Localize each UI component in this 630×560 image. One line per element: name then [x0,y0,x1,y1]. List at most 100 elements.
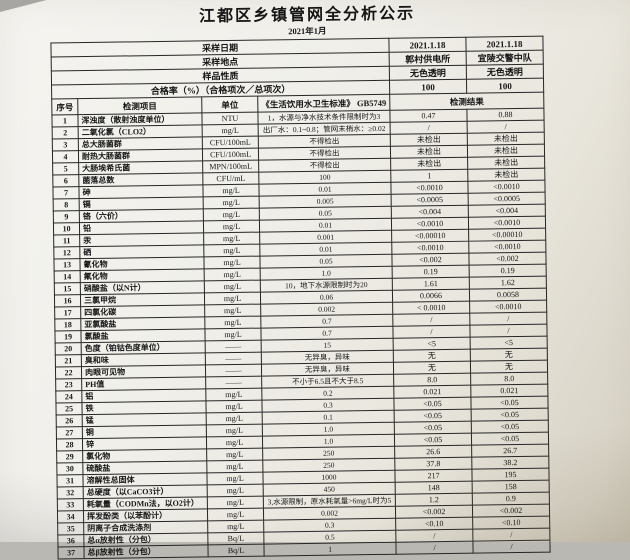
cell-result-1: <0.05 [394,421,472,435]
cell-index: 27 [56,426,83,439]
cell-result-1: 0.0066 [392,289,470,303]
cell-result-1: 无 [393,361,471,375]
cell-index: 25 [55,402,83,415]
cell-index: 7 [52,186,80,199]
cell-index: 28 [56,438,83,451]
cell-result-2: <0.05 [471,432,549,446]
cell-result-1: <5 [393,337,471,351]
cell-result-2: <0.05 [471,420,549,434]
cell-index: 24 [55,390,82,403]
cell-result-2: 0.19 [469,264,547,278]
cell-unit: mg/L [206,436,263,449]
cell-result-2: <0.05 [470,396,549,410]
cell-result-2: 195 [471,468,550,482]
cell-unit: CFU/100mL [202,148,259,161]
cell-result-2: 未检出 [467,156,545,170]
cell-unit: mg/L [202,124,259,137]
cell-result-2: / [472,528,550,542]
cell-result-1: <0.05 [393,397,472,411]
cell-unit: mg/L [206,424,263,437]
cell-standard-limit: 1 [263,542,397,557]
cell-result-1: 8.0 [393,373,471,387]
cell-unit: —— [205,340,262,353]
cell-index: 29 [56,450,83,463]
cell-index: 23 [55,378,82,391]
cell-result-2: / [467,120,545,134]
cell-result-2: <0.002 [472,504,550,518]
cell-index: 22 [55,366,82,379]
cell-result-1: 1 [390,169,468,183]
cell-index: 13 [53,258,81,271]
cell-result-1: 0.021 [393,385,471,399]
cell-result-2: 0.021 [470,384,548,398]
cell-result-1: <0.004 [391,205,469,219]
cell-index: 31 [56,474,84,487]
cell-result-1: 未检出 [390,157,468,171]
cell-result-1: <0.0010 [391,241,469,255]
cell-result-2: 无 [470,360,548,374]
cell-result-2: 未检出 [467,144,545,158]
cell-result-1: < 0.0010 [392,301,470,315]
cell-unit: mg/L [203,208,260,221]
cell-unit: —— [205,364,262,377]
cell-unit: mg/L [206,460,263,473]
cell-unit: Bq/L [207,532,264,545]
cell-unit: CFU/mL [202,172,259,185]
col-header-standard: 《生活饮用水卫生标准》 GB5749 [257,94,390,113]
cell-index: 21 [55,354,82,367]
cell-index: 17 [54,306,81,319]
cell-unit: mg/L [203,220,260,233]
cell-result-2: <0.0005 [468,192,546,206]
cell-index: 5 [52,162,79,175]
cell-result-1: 无 [393,349,471,363]
cell-index: 33 [57,498,84,511]
cell-unit: mg/L [205,400,263,413]
pass-rate-value-2: 100 [466,78,544,94]
cell-result-2: 8.0 [470,372,548,386]
cell-index: 26 [56,414,83,427]
sampling-location-value-2: 宜陵交警中队 [466,50,544,66]
pass-rate-value-1: 100 [389,79,467,95]
cell-result-2: / [469,312,547,326]
cell-result-2: 0.88 [466,108,545,122]
cell-result-1: 148 [395,481,473,495]
cell-unit: mg/L [207,508,264,521]
cell-index: 6 [52,174,79,187]
cell-result-2: <0.00010 [468,228,546,242]
cell-unit: mg/L [203,244,260,257]
cell-result-1: / [395,541,474,555]
cell-result-1: 未检出 [390,145,468,159]
cell-unit: mg/L [206,412,263,425]
cell-index: 4 [52,150,79,163]
cell-result-2: 0.9 [472,492,550,506]
cell-result-1: 1.2 [395,493,473,507]
water-analysis-table: 采样日期 2021.1.18 2021.1.18 采样地点 郭村供电所 宜陵交警… [50,36,551,560]
cell-index: 1 [51,114,79,128]
col-header-unit: 单位 [201,96,258,113]
cell-result-1: <0.002 [391,253,470,267]
cell-unit: NTU [201,112,259,125]
cell-unit: mg/L [202,184,260,197]
cell-index: 9 [53,210,80,223]
cell-unit: CFU/100mL [202,136,259,149]
cell-result-1: 26.6 [394,445,472,459]
cell-result-1: <0.00010 [391,229,469,243]
cell-index: 37 [57,546,85,559]
cell-unit: mg/L [206,448,263,461]
cell-unit: mg/L [204,328,262,341]
cell-unit: mg/L [204,292,261,305]
cell-index: 20 [55,342,82,355]
cell-result-1: 37.8 [394,457,472,471]
col-header-index: 序号 [51,98,78,116]
cell-result-2: <0.0010 [469,300,547,314]
cell-index: 8 [53,198,80,211]
cell-index: 3 [52,138,79,151]
cell-index: 10 [53,222,80,235]
cell-result-2: <0.004 [468,204,546,218]
cell-unit: mg/L [206,472,264,485]
cell-index: 14 [54,270,81,283]
sample-nature-value-1: 无色透明 [389,65,467,81]
cell-result-2: 38.2 [471,456,549,470]
sampling-location-value-1: 郭村供电所 [389,51,467,67]
